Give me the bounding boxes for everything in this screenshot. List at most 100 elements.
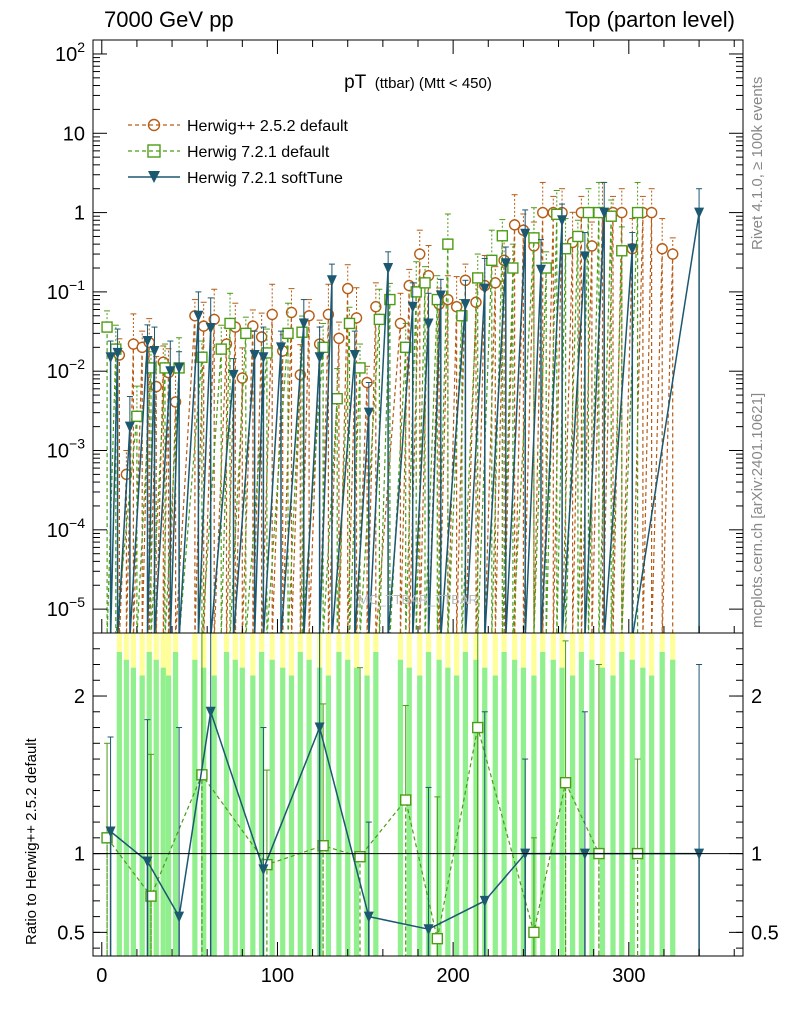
data-point [342, 282, 354, 295]
y-tick-label: 10−1 [47, 277, 85, 304]
data-point [535, 264, 546, 276]
data-point [407, 301, 418, 313]
data-point [460, 299, 471, 311]
ratio-point [314, 722, 325, 734]
ratio-point [142, 856, 153, 868]
data-point [557, 215, 568, 227]
data-point [627, 243, 638, 255]
data-point [520, 228, 531, 240]
series-line [109, 212, 700, 633]
data-point [410, 286, 422, 298]
ratio-y-tick-label-right: 0.5 [751, 922, 779, 944]
ratio-band-green [520, 667, 527, 956]
data-point [419, 277, 431, 289]
ratio-band-green [640, 667, 646, 956]
data-point [694, 207, 705, 219]
ratio-band-green [397, 659, 404, 956]
ratio-point [258, 864, 269, 876]
series-line [118, 212, 674, 633]
ratio-band-green [306, 659, 312, 956]
data-point [165, 366, 176, 378]
data-point [131, 410, 143, 422]
ratio-point [354, 851, 366, 863]
data-point [431, 293, 444, 306]
data-point [266, 308, 278, 321]
ratio-band-green [589, 659, 595, 956]
ratio-point [317, 840, 329, 852]
ratio-band-green [540, 651, 546, 956]
data-point [479, 283, 490, 295]
ratio-band-green [269, 659, 275, 956]
ratio-point [105, 826, 116, 838]
ratio-band-green [139, 675, 145, 956]
data-point [349, 350, 360, 362]
data-point [656, 243, 668, 255]
x-tick-label: 300 [612, 965, 645, 987]
data-point [456, 310, 468, 322]
data-point [224, 317, 236, 330]
ratio-point [528, 926, 540, 939]
data-point [370, 301, 382, 313]
legend-marker-herwig721 [147, 144, 161, 158]
data-point [150, 380, 162, 393]
y-tick-label: 10−3 [47, 436, 85, 463]
ratio-band-green [373, 651, 379, 956]
ratio-band-green [445, 667, 451, 956]
watermark-label: MC_TTBAR_TTBAR [358, 592, 478, 607]
data-point [616, 245, 628, 257]
ratio-band-green [550, 659, 556, 956]
data-point [331, 393, 343, 405]
axes-layer: 10−5 10−4 10−3 10−2 10−1 1 10 102 0.5 0.5 1 1 2 2 0 100… [47, 39, 779, 987]
data-point [255, 331, 268, 343]
ratio-band-green [172, 651, 179, 956]
ratio-band-green [406, 667, 412, 956]
data-point [528, 232, 540, 244]
rivet-label: Rivet 4.1.0, ≥ 100k events [749, 77, 766, 250]
ratio-point [400, 794, 412, 806]
ratio-band-green [146, 651, 152, 956]
x-tick-label: 100 [261, 965, 294, 987]
y-tick-label: 10 [63, 123, 85, 145]
plot-title-sub: (ttbar) (Mtt < 450) [375, 75, 492, 92]
ratio-point [174, 911, 185, 923]
data-point [228, 369, 239, 381]
data-point [105, 352, 116, 364]
legend-label-herwigpp: Herwig++ 2.5.2 default [187, 118, 349, 135]
ratio-line [106, 727, 639, 956]
ratio-band-green [223, 651, 230, 956]
ratio-point [431, 932, 444, 945]
data-point [373, 313, 386, 326]
data-point [572, 230, 584, 243]
data-point [314, 352, 325, 364]
ratio-band-green [501, 651, 507, 956]
ratio-band-green [578, 651, 584, 956]
plot-title-main: pT [344, 72, 367, 93]
data-point [275, 342, 286, 354]
ratio-y-axis-label: Ratio to Herwig++ 2.5.2 default [23, 737, 40, 945]
series-2 [105, 181, 705, 633]
ratio-point [479, 895, 490, 907]
data-point [196, 351, 208, 363]
data-point [142, 336, 153, 348]
ratio-band-green [160, 667, 166, 956]
ratio-band-green [192, 659, 198, 956]
legend: Herwig++ 2.5.2 default Herwig 7.2.1 defa… [128, 118, 349, 187]
data-point [423, 318, 434, 330]
data-point [582, 206, 595, 219]
data-point [472, 272, 484, 284]
data-point [400, 341, 412, 354]
data-point [236, 372, 249, 384]
ratio-band-green [512, 659, 518, 956]
ratio-band-green [569, 675, 576, 956]
y-tick-label: 1 [74, 203, 85, 225]
data-point [258, 352, 269, 364]
x-tick-label: 200 [436, 965, 469, 987]
ratio-band-green [280, 667, 286, 956]
ratio-band-green [619, 651, 625, 956]
ratio-band-green [288, 675, 295, 956]
data-point [174, 362, 185, 374]
ratio-band-green [364, 675, 370, 956]
data-point [296, 326, 308, 338]
data-point [240, 327, 252, 340]
